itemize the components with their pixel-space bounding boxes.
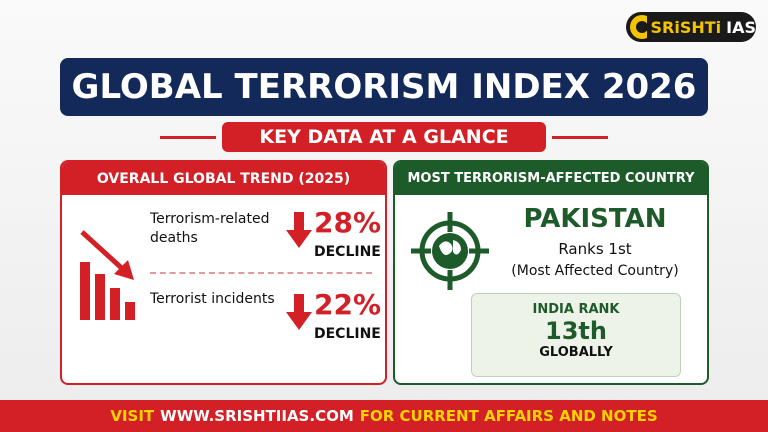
item-change: DECLINE: [314, 244, 381, 260]
trend-icon: [80, 230, 135, 320]
panel-title: OVERALL GLOBAL TREND (2025): [62, 162, 385, 195]
title: GLOBAL TERRORISM INDEX 2026: [60, 58, 708, 116]
note: (Most Affected Country): [511, 263, 679, 279]
india-box: INDIA RANK 13th GLOBALLY: [471, 293, 681, 377]
rule: [160, 136, 216, 139]
panel-title: MOST TERRORISM-AFFECTED COUNTRY: [395, 162, 707, 195]
logo-tag: IAS: [726, 17, 756, 37]
item-label: Terrorism-related deaths: [150, 211, 270, 246]
india-rank: 13th: [545, 317, 607, 345]
item-value: 28%: [314, 206, 382, 239]
left-panel: OVERALL GLOBAL TREND (2025) Terrorism-re…: [60, 160, 387, 385]
subtitle: KEY DATA AT A GLANCE: [222, 122, 546, 152]
divider: [150, 272, 372, 274]
logo-name: SRiSHTi: [650, 17, 722, 37]
rank: Ranks 1st: [558, 240, 632, 258]
rule: [552, 136, 608, 139]
down-arrow: [286, 294, 312, 330]
footer: VISIT WWW.SRISHTIIAS.COM FOR CURRENT AFF…: [0, 400, 768, 432]
target-icon: [411, 212, 489, 290]
country: PAKISTAN: [523, 204, 667, 234]
footer-prefix: VISIT: [110, 407, 155, 425]
footer-suffix: FOR CURRENT AFFAIRS AND NOTES: [359, 407, 658, 425]
logo-icon: [630, 15, 647, 39]
item-label: Terrorist incidents: [150, 291, 275, 307]
india-label: INDIA RANK: [532, 302, 620, 317]
footer-url[interactable]: WWW.SRISHTIIAS.COM: [160, 407, 354, 425]
india-scope: GLOBALLY: [539, 345, 613, 360]
item-change: DECLINE: [314, 326, 381, 342]
item-value: 22%: [314, 288, 382, 321]
logo[interactable]: SRiSHTi IAS: [626, 12, 756, 42]
down-arrow: [286, 212, 312, 248]
right-panel: MOST TERRORISM-AFFECTED COUNTRY PAKISTAN…: [393, 160, 709, 385]
